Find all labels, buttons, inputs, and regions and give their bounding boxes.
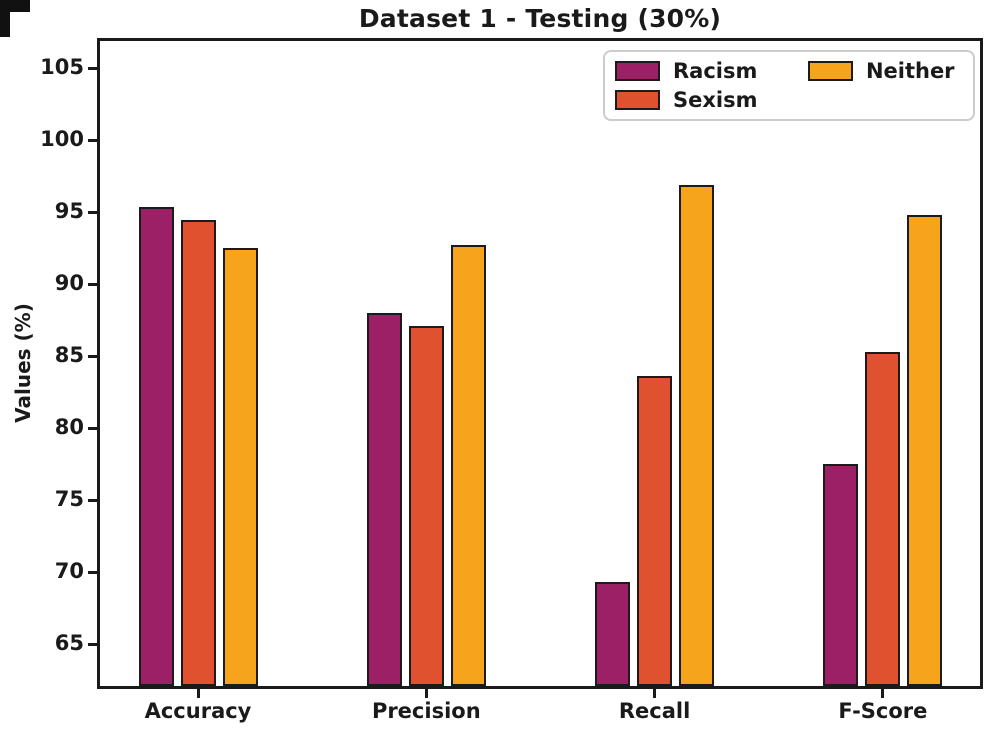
y-tick-label: 80 bbox=[54, 415, 84, 440]
y-tick-label: 100 bbox=[40, 127, 84, 152]
legend-item-neither: Neither bbox=[807, 58, 963, 83]
legend-item-sexism: Sexism bbox=[615, 88, 766, 112]
bar-sexism-accuracy bbox=[180, 219, 216, 686]
x-tick-mark bbox=[424, 689, 428, 698]
bar-neither-recall bbox=[679, 184, 715, 686]
y-tick-label: 65 bbox=[54, 631, 84, 656]
legend-swatch-sexism bbox=[615, 90, 660, 111]
bar-racism-precision bbox=[366, 313, 402, 686]
bar-racism-f-score bbox=[823, 464, 859, 686]
y-tick-label: 90 bbox=[54, 271, 84, 296]
bar-sexism-f-score bbox=[865, 351, 901, 686]
y-tick-label: 85 bbox=[54, 343, 84, 368]
y-tick-mark bbox=[88, 282, 98, 286]
x-tick-label-f-score: F-Score bbox=[838, 699, 928, 723]
y-tick-mark bbox=[88, 210, 98, 214]
bar-sexism-precision bbox=[408, 326, 444, 686]
bar-racism-accuracy bbox=[138, 206, 174, 686]
bar-neither-accuracy bbox=[222, 248, 258, 686]
x-tick-mark bbox=[881, 689, 885, 698]
plot-area bbox=[97, 38, 983, 689]
scan-artifact bbox=[0, 0, 10, 37]
legend-swatch-racism bbox=[615, 60, 660, 81]
y-tick-label: 95 bbox=[54, 199, 84, 224]
legend-label-neither: Neither bbox=[865, 58, 955, 83]
y-tick-label: 75 bbox=[54, 487, 84, 512]
y-tick-mark bbox=[88, 642, 98, 646]
bar-racism-recall bbox=[595, 582, 631, 686]
y-tick-label: 105 bbox=[40, 55, 84, 80]
legend-label-sexism: Sexism bbox=[673, 88, 758, 113]
legend-label-racism: Racism bbox=[673, 58, 758, 83]
x-tick-mark bbox=[196, 689, 200, 698]
y-tick-mark bbox=[88, 354, 98, 358]
x-tick-label-accuracy: Accuracy bbox=[144, 699, 252, 723]
x-tick-label-recall: Recall bbox=[618, 699, 691, 723]
bar-sexism-recall bbox=[637, 376, 673, 686]
legend: Racism Sexism Neither bbox=[603, 50, 975, 121]
y-tick-mark bbox=[88, 426, 98, 430]
x-tick-mark bbox=[653, 689, 657, 698]
y-tick-mark bbox=[88, 498, 98, 502]
bar-neither-precision bbox=[450, 245, 486, 686]
chart-title: Dataset 1 - Testing (30%) bbox=[358, 4, 722, 33]
y-tick-label: 70 bbox=[54, 559, 84, 584]
y-tick-mark bbox=[88, 66, 98, 70]
legend-item-racism: Racism bbox=[615, 59, 766, 83]
legend-swatch-neither bbox=[807, 60, 853, 81]
bar-neither-f-score bbox=[907, 215, 943, 686]
y-tick-mark bbox=[88, 570, 98, 574]
y-tick-mark bbox=[88, 138, 98, 142]
x-tick-label-precision: Precision bbox=[371, 699, 481, 723]
